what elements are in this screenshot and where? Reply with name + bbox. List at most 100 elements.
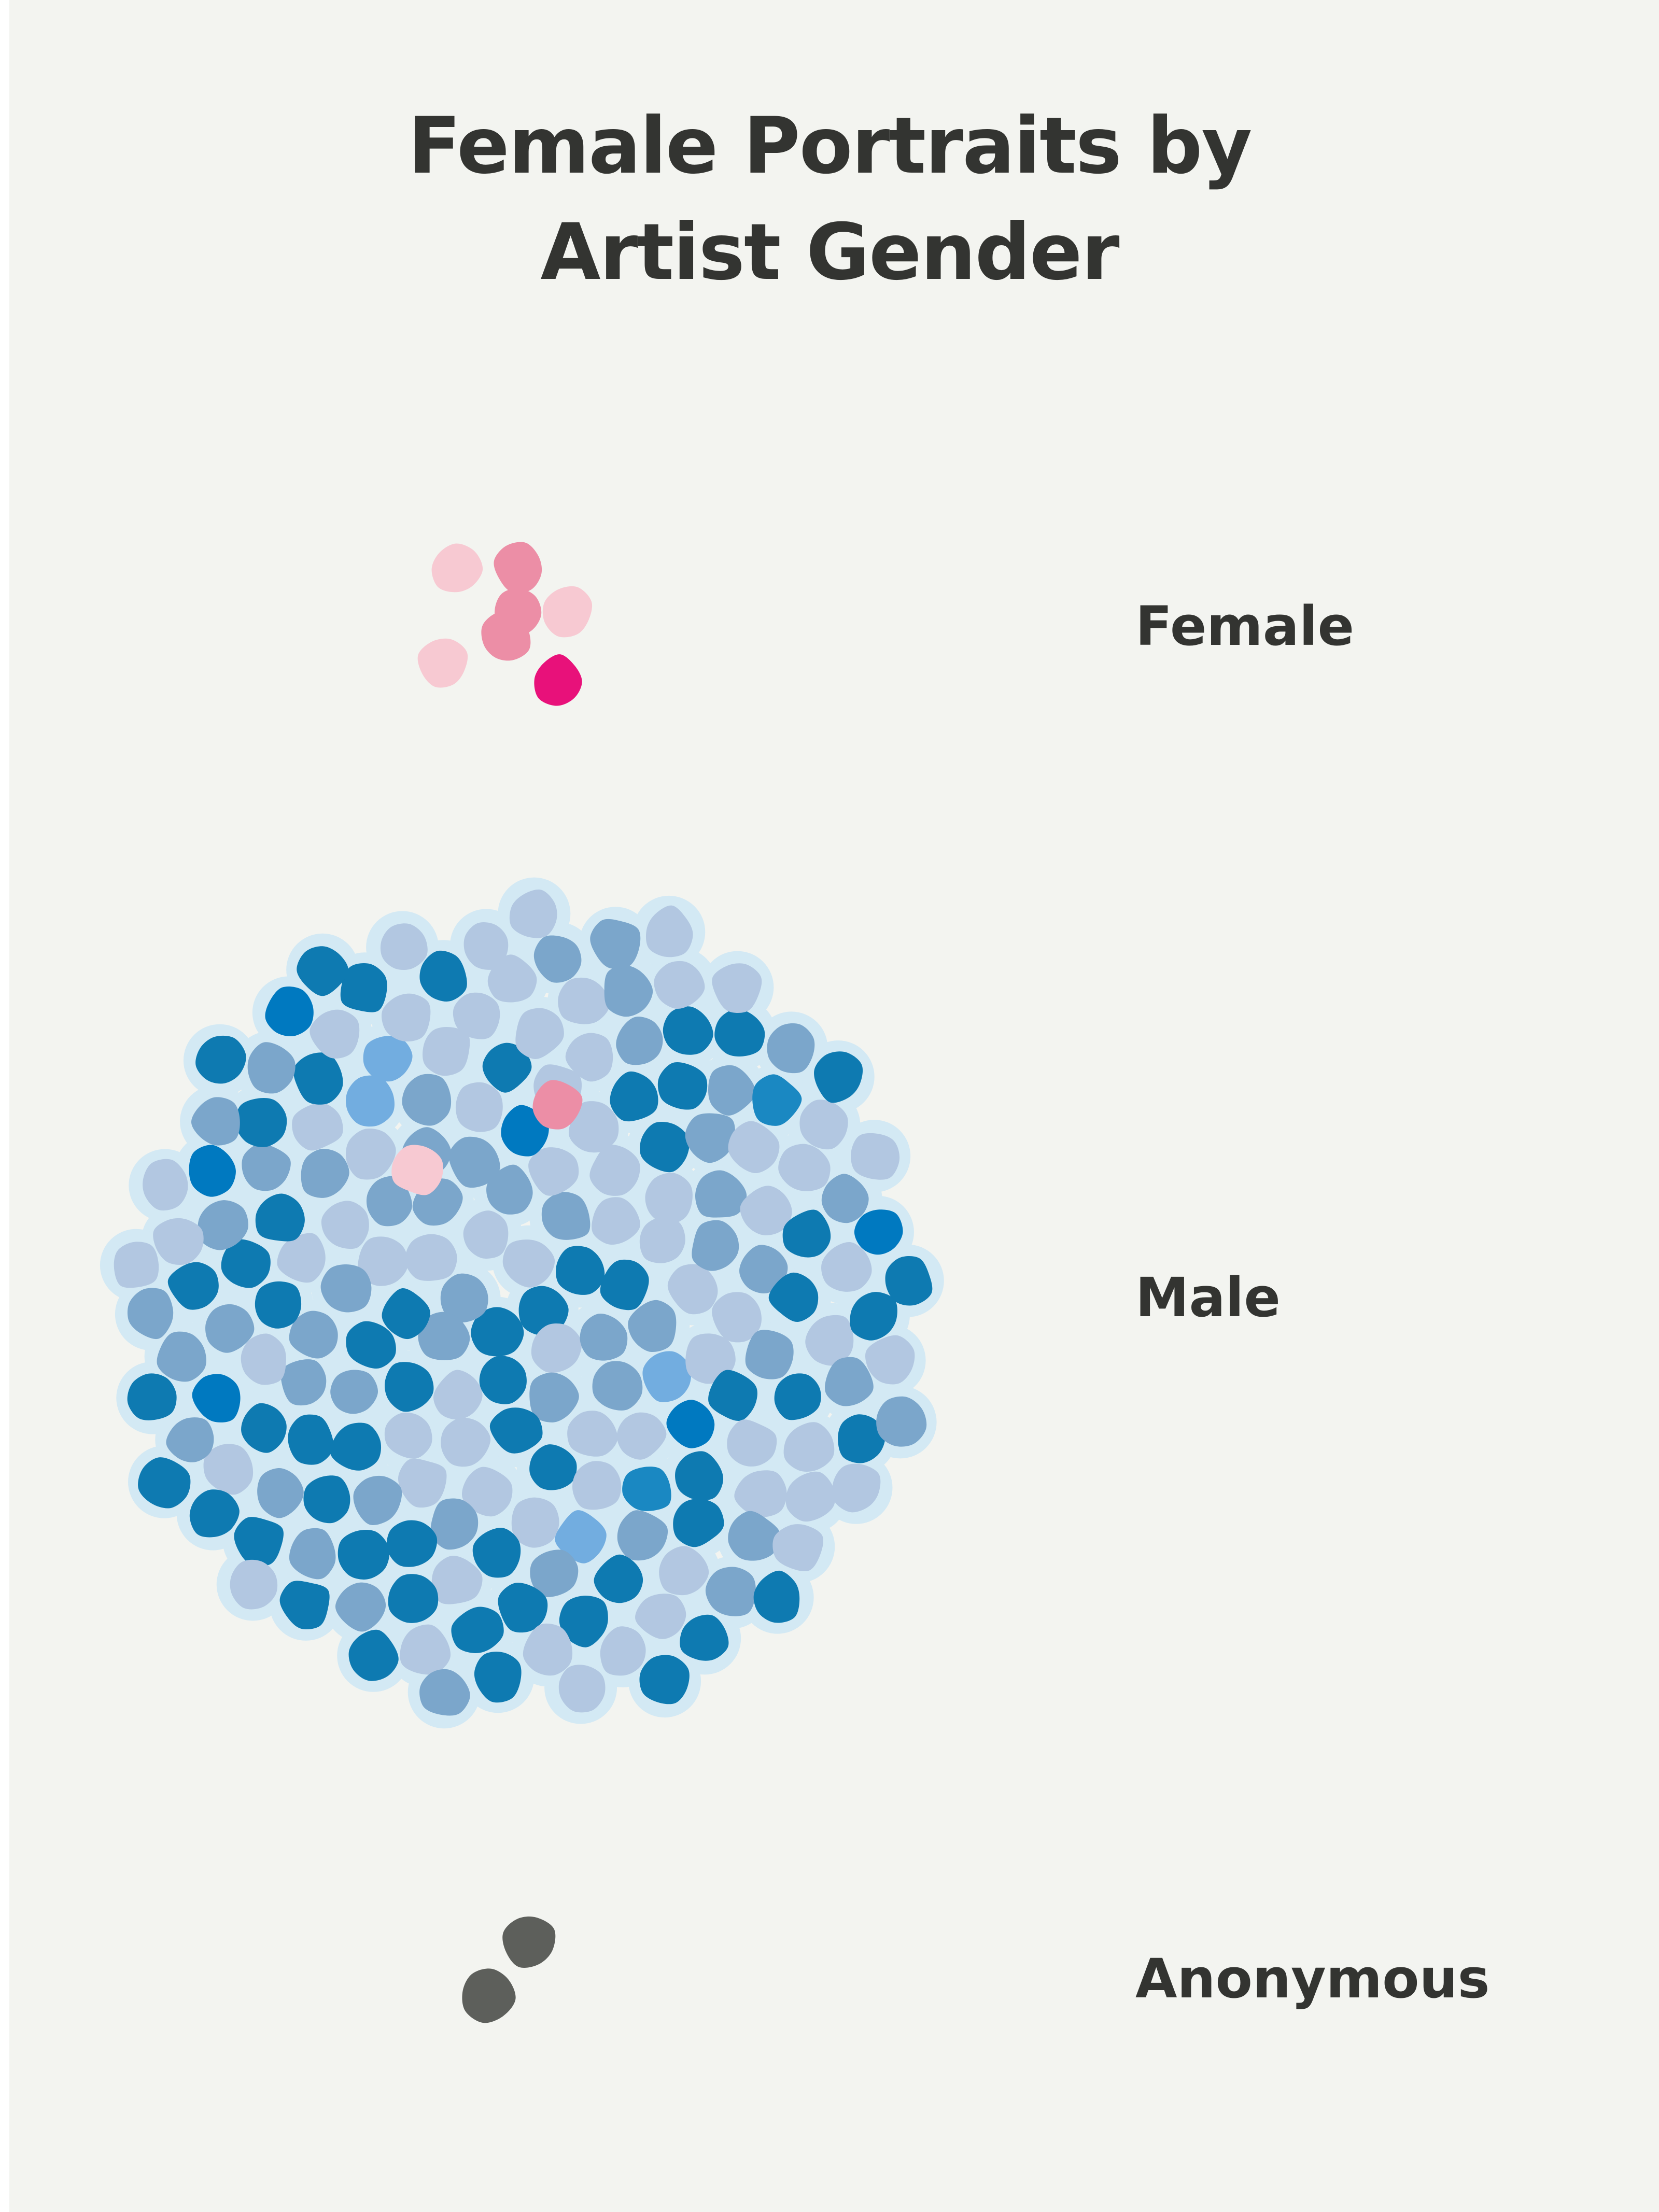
male-dot: [675, 1451, 724, 1501]
anonymous-dot: [502, 1917, 556, 1968]
group-label-male: Male: [1135, 1266, 1281, 1329]
male-dot: [572, 1461, 622, 1510]
page-edge: [0, 0, 9, 2212]
male-dot: [321, 1201, 369, 1249]
male-dot: [280, 1359, 327, 1406]
male-dot: [340, 963, 387, 1012]
male-dot: [257, 1468, 304, 1518]
male-dot: [191, 1097, 240, 1146]
male-dot: [657, 1062, 708, 1110]
male-dot: [714, 1008, 765, 1057]
male-dot: [335, 1582, 386, 1632]
chart-title-line-1: Female Portraits by: [407, 101, 1253, 191]
male-dot: [433, 1370, 483, 1420]
male-dot: [768, 1272, 819, 1322]
male-dot: [767, 1023, 815, 1074]
male-dot: [301, 1149, 349, 1198]
male-dot: [279, 1581, 330, 1630]
male-dot: [639, 1217, 685, 1263]
male-dot: [398, 1458, 447, 1508]
male-dot: [472, 1528, 521, 1578]
male-dot: [431, 1555, 483, 1604]
anonymous-dot: [462, 1968, 516, 2023]
male-dot: [590, 919, 641, 969]
male-dot: [489, 1407, 543, 1454]
male-dot: [592, 1361, 643, 1411]
male-dot: [419, 1669, 470, 1716]
male-dot: [157, 1331, 206, 1382]
male-dot: [330, 1422, 382, 1471]
male-dot: [745, 1330, 794, 1379]
male-dot: [885, 1256, 933, 1306]
male-dot: [635, 1594, 686, 1639]
male-dot: [230, 1559, 278, 1610]
male-dot: [600, 1626, 646, 1676]
male-dot: [303, 1475, 350, 1524]
male-dot: [515, 1008, 564, 1060]
male-dot: [320, 1264, 372, 1313]
male-dot: [639, 1655, 690, 1704]
male-dot: [529, 1372, 579, 1422]
male-dot: [441, 1417, 491, 1467]
male-dot: [241, 1403, 287, 1453]
male-dot: [461, 1467, 513, 1517]
anonymous-cluster: [462, 1917, 556, 2023]
male-dot: [418, 1312, 470, 1360]
male-cluster-pink-dot: [532, 1080, 583, 1130]
male-dot: [666, 1400, 715, 1448]
female-dot: [494, 542, 542, 593]
male-dot: [785, 1471, 836, 1522]
male-dot: [451, 1607, 504, 1654]
male-dot: [705, 1567, 756, 1616]
male-dot: [712, 963, 762, 1013]
male-dot: [310, 1009, 360, 1059]
male-dot: [192, 1374, 241, 1422]
male-dot: [876, 1396, 927, 1447]
male-dot: [604, 965, 653, 1017]
chart-title: Female Portraits by Artist Gender: [0, 93, 1659, 306]
male-dot: [778, 1144, 831, 1192]
male-dot: [346, 1321, 396, 1369]
male-dot: [805, 1315, 854, 1366]
male-dot: [728, 1121, 780, 1174]
male-dot: [241, 1333, 286, 1385]
male-dot: [498, 1583, 548, 1633]
male-dot: [640, 1121, 690, 1173]
male-dot: [242, 1144, 291, 1191]
male-dot: [600, 1259, 649, 1311]
male-dot: [565, 1033, 613, 1082]
male-dot: [255, 1193, 305, 1242]
male-dot: [453, 992, 500, 1039]
female-dot: [431, 543, 483, 593]
male-dot: [153, 1218, 204, 1265]
male-dot: [528, 1147, 579, 1196]
male-dot: [380, 923, 428, 970]
male-dot: [558, 1665, 606, 1713]
male-dot: [518, 1286, 569, 1336]
male-dot: [382, 1288, 430, 1340]
male-dot: [645, 905, 693, 957]
male-dot: [783, 1422, 835, 1472]
male-dot: [610, 1071, 658, 1122]
male-dot: [430, 1498, 479, 1550]
male-dot: [471, 1307, 524, 1357]
male-dot: [739, 1245, 788, 1294]
male-dot: [127, 1373, 177, 1420]
male-dot: [616, 1017, 663, 1065]
male-dot: [482, 1042, 532, 1093]
male-dot: [832, 1463, 881, 1513]
male-dot: [195, 1035, 246, 1084]
male-dot: [734, 1470, 787, 1517]
female-cluster: [417, 542, 593, 706]
male-dot: [289, 1528, 336, 1580]
male-dot: [774, 1373, 821, 1420]
male-dot: [556, 1246, 605, 1295]
male-dot: [189, 1145, 236, 1197]
male-dot: [346, 1075, 395, 1127]
male-dot: [292, 1103, 343, 1151]
male-dot: [558, 977, 610, 1024]
male-dot: [740, 1186, 792, 1236]
male-dot: [555, 1510, 607, 1563]
male-dot: [235, 1098, 287, 1147]
male-dot: [288, 1414, 334, 1465]
